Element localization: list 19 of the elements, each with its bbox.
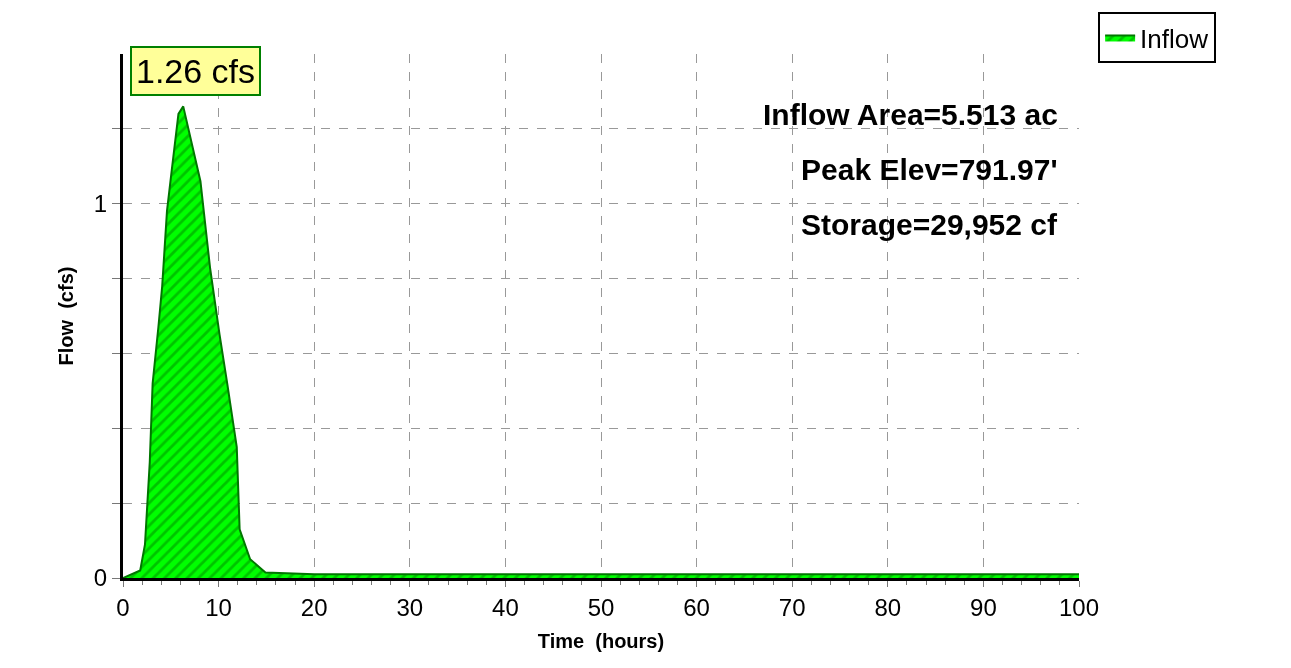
y-axis-title: Flow (cfs)	[55, 266, 78, 366]
x-tick-label: 60	[683, 593, 710, 621]
legend-label: Inflow	[1140, 23, 1209, 54]
x-tick-label: 20	[300, 593, 328, 621]
x-tick-label: 100	[1058, 593, 1100, 621]
x-axis-title: Time (hours)	[537, 630, 665, 653]
x-tick-label: 0	[116, 593, 130, 621]
annotation: 1.26 cfs	[136, 52, 256, 90]
x-tick-label: 40	[492, 593, 519, 621]
annotation: Storage=29,952 cf	[801, 208, 1058, 241]
annotation: Peak Elev=791.97'	[801, 153, 1058, 186]
x-tick-label: 50	[587, 593, 615, 621]
x-tick-label: 30	[396, 593, 424, 621]
y-tick-label: 1	[93, 190, 108, 218]
annotation: Inflow Area=5.513 ac	[763, 98, 1058, 131]
x-tick-label: 90	[970, 593, 997, 621]
x-tick-label: 70	[778, 593, 806, 621]
x-tick-label: 10	[205, 593, 232, 621]
x-tick-label: 80	[874, 593, 902, 621]
